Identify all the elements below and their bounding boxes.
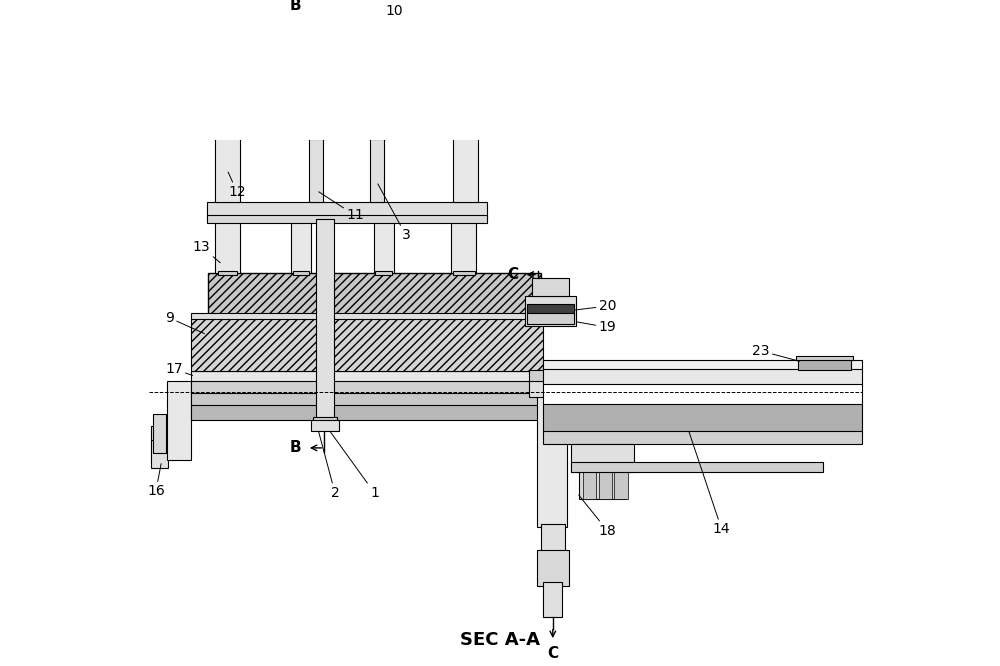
Bar (532, 278, 569, 296)
Bar (451, 219, 476, 273)
Bar (191, 406, 543, 420)
Bar (207, 202, 487, 219)
Text: 12: 12 (228, 172, 246, 198)
Bar (311, 420, 339, 432)
Bar (191, 313, 543, 320)
Bar (306, 128, 327, 139)
Bar (583, 471, 596, 499)
Text: 10: 10 (386, 3, 403, 17)
Text: C: C (547, 647, 558, 661)
Text: 20: 20 (575, 299, 616, 313)
Bar (527, 313, 574, 324)
Bar (287, 47, 413, 62)
Bar (191, 316, 543, 372)
Bar (599, 471, 612, 499)
Bar (543, 369, 862, 385)
Bar (153, 414, 166, 454)
Bar (525, 296, 576, 326)
Bar (208, 273, 541, 316)
Bar (453, 131, 478, 202)
Text: 16: 16 (147, 464, 165, 498)
Bar (309, 115, 323, 202)
Bar (291, 219, 311, 273)
Bar (543, 360, 862, 370)
Bar (215, 131, 240, 202)
Bar (191, 372, 543, 382)
Bar (527, 304, 574, 314)
Bar (375, 271, 392, 274)
Text: 9: 9 (165, 311, 204, 334)
Text: 19: 19 (576, 320, 616, 334)
Text: 18: 18 (579, 496, 616, 537)
Text: 14: 14 (689, 432, 730, 536)
Bar (537, 373, 567, 527)
Bar (215, 219, 240, 273)
Bar (313, 417, 337, 424)
Text: 3: 3 (378, 184, 410, 242)
Text: 1: 1 (331, 432, 379, 500)
Bar (543, 404, 862, 432)
Bar (279, 17, 421, 112)
Text: 11: 11 (319, 192, 364, 222)
Bar (293, 271, 309, 274)
Bar (207, 215, 487, 223)
Bar (614, 471, 628, 499)
Bar (316, 219, 334, 420)
Bar (571, 444, 634, 472)
Text: C: C (507, 267, 518, 282)
Bar (543, 384, 862, 404)
Text: B: B (290, 0, 301, 13)
Bar (453, 271, 475, 274)
Bar (278, 11, 423, 21)
Bar (571, 462, 823, 472)
Bar (218, 271, 237, 274)
Bar (529, 370, 575, 382)
Bar (367, 130, 387, 139)
Bar (191, 381, 543, 394)
Bar (370, 125, 384, 202)
Bar (374, 219, 394, 273)
Bar (579, 469, 626, 499)
Bar (151, 440, 168, 468)
Text: SEC A-A: SEC A-A (460, 631, 540, 649)
Bar (798, 359, 851, 370)
Text: 17: 17 (165, 362, 193, 376)
Bar (191, 393, 543, 406)
Text: 23: 23 (752, 344, 799, 361)
Bar (529, 381, 575, 397)
Bar (287, 76, 413, 85)
Text: 13: 13 (193, 240, 220, 262)
Text: 2: 2 (319, 432, 339, 500)
Bar (287, 64, 413, 75)
Text: B: B (290, 440, 301, 456)
Bar (207, 112, 487, 131)
Bar (167, 381, 191, 460)
Bar (543, 432, 862, 444)
Bar (541, 524, 565, 554)
Bar (543, 582, 562, 617)
Bar (151, 426, 168, 440)
Bar (537, 550, 569, 586)
Bar (796, 356, 853, 360)
Bar (287, 30, 413, 105)
